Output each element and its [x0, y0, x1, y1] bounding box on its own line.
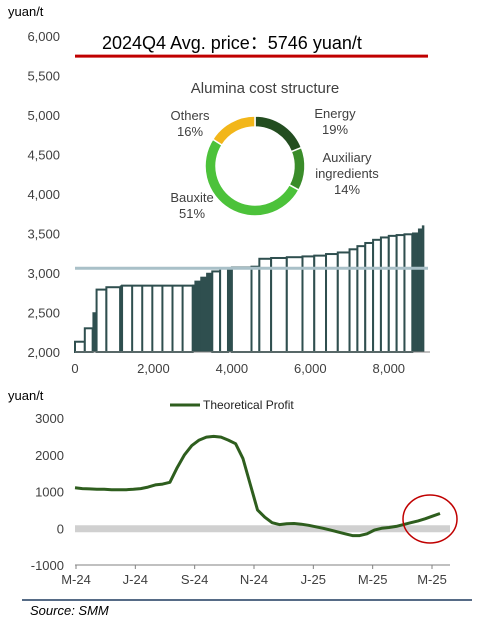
cost-curve-bar [372, 238, 382, 354]
top-y-tick-label: 3,000 [27, 266, 60, 281]
bottom-y-tick-label: -1000 [31, 558, 64, 573]
donut-slices [204, 115, 306, 217]
donut-slice-others [211, 115, 256, 147]
bottom-y-tick-label: 3000 [35, 411, 64, 426]
slice-label-bauxite: Bauxite [170, 190, 213, 205]
cost-curve-bar [421, 225, 425, 353]
cost-curve-bar [356, 245, 367, 353]
cost-curve-bar [105, 286, 122, 353]
slice-label-auxiliary-line1: Auxiliary [322, 150, 372, 165]
legend-label: Theoretical Profit [203, 398, 294, 412]
cost-curve-bar [219, 267, 229, 354]
bottom-x-ticks: M-24 J-24 S-24 N-24 J-25 M-25 M-25 [61, 565, 447, 587]
slice-value-auxiliary: 14% [334, 182, 360, 197]
top-y-tick-label: 4,000 [27, 187, 60, 202]
profit-series-line [74, 434, 441, 538]
zero-band [75, 525, 450, 533]
top-y-tick-label: 2,000 [27, 345, 60, 360]
top-x-tick-label: 4,000 [216, 361, 249, 376]
bottom-y-tick-label: 1000 [35, 485, 64, 500]
cost-curve-bar [313, 254, 328, 353]
cost-curve-chart: yuan/t 2,000 2,500 3,000 3,500 4,000 4,500 5,0… [8, 4, 430, 376]
cost-curve-bar [192, 284, 195, 353]
slice-label-others: Others [170, 108, 210, 123]
cost-curve-bar [301, 255, 316, 353]
slice-value-bauxite: 51% [179, 206, 205, 221]
top-x-tick-label: 6,000 [294, 361, 327, 376]
highlight-circle [402, 494, 458, 544]
top-y-unit-label: yuan/t [8, 4, 44, 19]
top-y-ticks: 2,000 2,500 3,000 3,500 4,000 4,500 5,000 5,500… [27, 29, 60, 360]
profit-line-chart: yuan/t Theoretical Profit 3000 2000 1000 0 -… [8, 388, 458, 587]
source-text: Source: SMM [30, 603, 109, 618]
cost-curve-bar [270, 256, 288, 353]
cost-curve-bar [387, 234, 398, 353]
bottom-x-tick-label: M-25 [417, 572, 447, 587]
top-y-tick-label: 3,500 [27, 227, 60, 242]
cost-curve-bar [121, 284, 194, 354]
cost-curve-bar [230, 266, 253, 353]
cost-curve-bar [412, 232, 419, 353]
bottom-y-ticks: 3000 2000 1000 0 -1000 [31, 411, 64, 573]
bottom-y-unit-label: yuan/t [8, 388, 44, 403]
bottom-x-tick-label: J-24 [123, 572, 148, 587]
cost-curve-bar [200, 276, 207, 353]
cost-curve-bar [348, 248, 359, 353]
cost-curve-bar [95, 288, 108, 353]
bottom-x-tick-label: M-25 [358, 572, 388, 587]
bottom-x-tick-label: N-24 [240, 572, 268, 587]
top-y-tick-label: 2,500 [27, 306, 60, 321]
bottom-x-tick-label: S-24 [181, 572, 208, 587]
cost-curve-bar [364, 241, 375, 353]
avg-price-label: 2024Q4 Avg. price：5746 yuan/t [102, 33, 362, 53]
cost-curve-bar [285, 256, 304, 354]
top-y-tick-label: 5,500 [27, 69, 60, 84]
cost-curve-bar [211, 270, 222, 354]
cost-curve-bar [83, 327, 94, 353]
cost-curve-bar [258, 257, 273, 353]
cost-curve-bar [74, 340, 86, 354]
slice-label-auxiliary-line2: ingredients [315, 166, 379, 181]
top-x-tick-label: 8,000 [373, 361, 406, 376]
slice-value-energy: 19% [322, 122, 348, 137]
bottom-x-tick-label: J-25 [301, 572, 326, 587]
cost-curve-bar [194, 280, 201, 353]
top-x-ticks: 0 2,000 4,000 6,000 8,000 [71, 361, 405, 376]
profit-legend: Theoretical Profit [170, 398, 294, 412]
top-y-tick-label: 6,000 [27, 29, 60, 44]
top-y-tick-label: 5,000 [27, 108, 60, 123]
cost-curve-bar [395, 234, 406, 353]
top-y-tick-label: 4,500 [27, 148, 60, 163]
bottom-x-tick-label: M-24 [61, 572, 91, 587]
cost-curve-bar [250, 265, 261, 353]
bottom-y-tick-label: 2000 [35, 448, 64, 463]
slice-value-others: 16% [177, 124, 203, 139]
cost-curve-bars [74, 225, 425, 354]
top-x-tick-label: 2,000 [137, 361, 170, 376]
cost-curve-bar [379, 236, 390, 353]
cost-curve-bar [417, 228, 423, 353]
bottom-y-tick-label: 0 [57, 521, 64, 536]
slice-label-energy: Energy [314, 106, 356, 121]
donut-title: Alumina cost structure [191, 80, 339, 97]
top-x-tick-label: 0 [71, 361, 78, 376]
cost-structure-donut: Alumina cost structure Energy 19% Auxili… [140, 72, 390, 232]
cost-curve-bar [403, 233, 414, 353]
